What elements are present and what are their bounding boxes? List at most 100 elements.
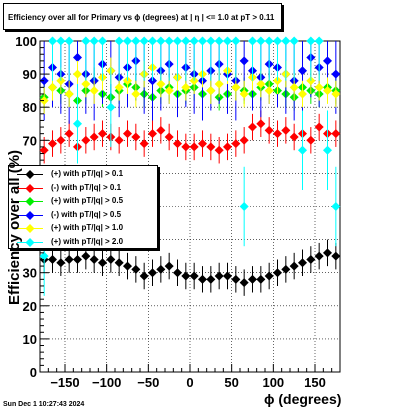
x-tick-label: 100 [262, 375, 284, 390]
data-point [81, 251, 91, 261]
data-point [248, 274, 257, 284]
timestamp: Sun Dec 1 10:27:43 2024 [3, 401, 85, 408]
data-point [298, 89, 307, 99]
data-point [264, 125, 274, 135]
data-point [189, 271, 199, 281]
data-point [64, 129, 74, 139]
data-point [314, 122, 324, 132]
data-point [323, 86, 332, 96]
legend-label: (+) with pT/|q| > 2.0 [51, 236, 124, 246]
data-point [256, 274, 266, 284]
data-point [289, 36, 299, 46]
y-tick-label: 100 [15, 34, 37, 49]
data-point [123, 129, 132, 139]
legend-marker [17, 224, 43, 233]
legend-marker [17, 197, 43, 206]
data-point [281, 264, 291, 274]
data-point [289, 261, 299, 271]
x-tick-label: −150 [50, 375, 79, 390]
y-tick-label: 0 [30, 365, 37, 380]
data-point [156, 36, 166, 46]
x-tick-label: 0 [186, 375, 193, 390]
data-point [289, 132, 299, 142]
data-point [331, 69, 341, 79]
data-point [214, 79, 224, 89]
data-point [239, 56, 249, 66]
y-tick-label: 70 [23, 133, 37, 148]
data-point [331, 251, 341, 261]
data-point [273, 268, 282, 278]
data-point [64, 89, 74, 99]
data-point [314, 82, 324, 92]
data-point [131, 264, 141, 274]
data-point [89, 132, 99, 142]
data-point [164, 261, 174, 271]
data-point [81, 36, 91, 46]
data-point [314, 36, 324, 46]
data-point [73, 53, 82, 63]
data-point [139, 139, 149, 149]
data-point [323, 56, 332, 66]
data-point [331, 129, 341, 139]
legend-entry: (+) with pT/|q| > 1.0 [9, 222, 157, 235]
data-point [231, 36, 241, 46]
series-5 [39, 36, 341, 296]
data-point [131, 36, 141, 46]
data-point [323, 145, 332, 155]
data-point [156, 125, 166, 135]
data-point [323, 248, 332, 258]
data-point [181, 142, 191, 152]
data-point [298, 66, 307, 76]
legend-entry: (-) with pT/|q| > 0.5 [9, 209, 157, 222]
data-point [89, 86, 99, 96]
data-point [314, 251, 324, 261]
data-point [214, 36, 224, 46]
data-point [181, 82, 191, 92]
data-point [239, 278, 249, 288]
data-point [48, 139, 57, 149]
data-point [264, 36, 274, 46]
series-1 [39, 110, 341, 164]
legend-entry: (-) with pT/|q| > 0.1 [9, 182, 157, 195]
data-point [256, 36, 266, 46]
legend-label: (+) with pT/|q| > 0.1 [51, 169, 124, 178]
data-point [148, 268, 157, 278]
legend-marker [17, 170, 43, 179]
x-tick-label: 150 [304, 375, 326, 390]
data-point [98, 258, 107, 268]
data-point [114, 82, 124, 92]
data-point [206, 36, 216, 46]
data-point [273, 129, 282, 139]
data-point [273, 36, 282, 46]
data-point [89, 254, 99, 264]
data-point [189, 36, 199, 46]
legend-label: (-) with pT/|q| > 0.1 [51, 182, 122, 192]
data-point [181, 271, 191, 281]
legend-entry: (+) with pT/|q| > 0.5 [9, 195, 157, 208]
legend-label: (-) with pT/|q| > 0.5 [51, 209, 122, 219]
data-point [56, 36, 66, 46]
data-point [48, 36, 57, 46]
x-tick-label: −100 [92, 375, 121, 390]
data-point [173, 139, 182, 149]
data-point [248, 122, 257, 132]
data-point [73, 69, 82, 79]
data-point [98, 36, 107, 46]
data-point [156, 79, 166, 89]
y-tick-label: 20 [23, 299, 37, 314]
data-point [39, 96, 49, 106]
series-0 [39, 239, 341, 296]
data-point [114, 135, 124, 145]
data-point [164, 36, 174, 46]
data-point [264, 271, 274, 281]
data-point [173, 36, 182, 46]
data-point [198, 36, 207, 46]
data-point [148, 129, 157, 139]
data-point [239, 135, 249, 145]
data-point [231, 274, 241, 284]
data-point [39, 145, 49, 155]
data-point [56, 258, 66, 268]
data-point [48, 82, 57, 92]
data-point [123, 36, 132, 46]
